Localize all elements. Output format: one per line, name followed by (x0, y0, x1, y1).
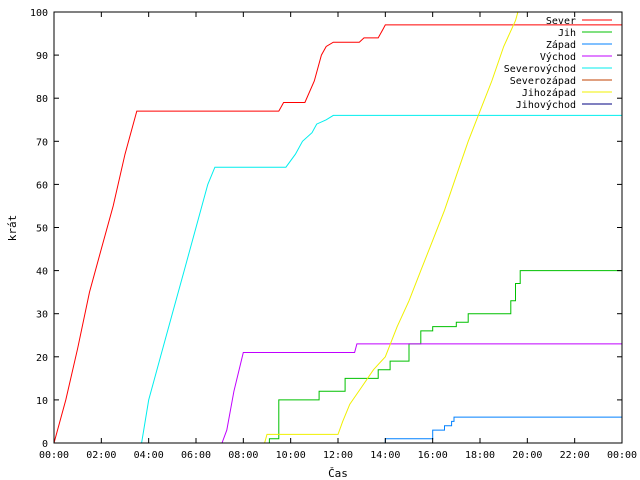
series-line-severovychod (54, 114, 622, 444)
legend-label-vychod: Východ (540, 51, 576, 63)
y-tick-label: 20 (36, 353, 48, 364)
y-tick-label: 30 (36, 310, 48, 321)
x-tick-label: 08:00 (228, 450, 258, 461)
series-line-jihozapad (54, 11, 519, 444)
x-tick-label: 00:00 (607, 450, 637, 461)
y-tick-label: 90 (36, 51, 48, 62)
legend-label-jihozapad: Jihozápad (522, 87, 576, 99)
legend-label-severozapad: Severozápad (510, 75, 576, 87)
y-axis-ticks: 0 10 20 30 40 50 60 70 80 90 100 (30, 8, 622, 450)
x-tick-label: 18:00 (465, 450, 495, 461)
legend: SeverJihZápadVýchodSeverovýchodSeverozáp… (504, 16, 612, 111)
x-axis-label: Čas (328, 467, 348, 480)
x-tick-label: 04:00 (134, 450, 164, 461)
x-tick-label: 02:00 (86, 450, 116, 461)
y-axis-label: krát (6, 215, 19, 242)
y-tick-label: 70 (36, 137, 48, 148)
y-tick-label: 50 (36, 224, 48, 235)
y-tick-label: 80 (36, 94, 48, 105)
legend-label-sever: Sever (546, 16, 576, 27)
x-tick-label: 12:00 (323, 450, 353, 461)
y-tick-label: 40 (36, 267, 48, 278)
x-axis-ticks: 00:00 02:00 04:00 06:00 08:00 10:00 12:00 14:00… (39, 12, 637, 461)
x-tick-label: 22:00 (560, 450, 590, 461)
series-line-jih (54, 270, 622, 444)
y-tick-label: 100 (30, 8, 48, 19)
series-line-sever (53, 24, 622, 444)
legend-label-zapad: Západ (546, 39, 576, 51)
x-tick-label: 10:00 (276, 450, 306, 461)
x-tick-label: 06:00 (181, 450, 211, 461)
y-tick-label: 10 (36, 396, 48, 407)
legend-label-severovychod: Severovýchod (504, 63, 576, 75)
x-tick-label: 20:00 (512, 450, 542, 461)
x-tick-label: 16:00 (418, 450, 448, 461)
y-tick-label: 60 (36, 180, 48, 191)
series-line-vychod (54, 343, 622, 444)
y-tick-label: 0 (42, 439, 48, 450)
legend-label-jih: Jih (558, 28, 576, 39)
legend-label-jihovychod: Jihovýchod (516, 99, 576, 111)
x-tick-label: 14:00 (370, 450, 400, 461)
x-tick-label: 00:00 (39, 450, 69, 461)
